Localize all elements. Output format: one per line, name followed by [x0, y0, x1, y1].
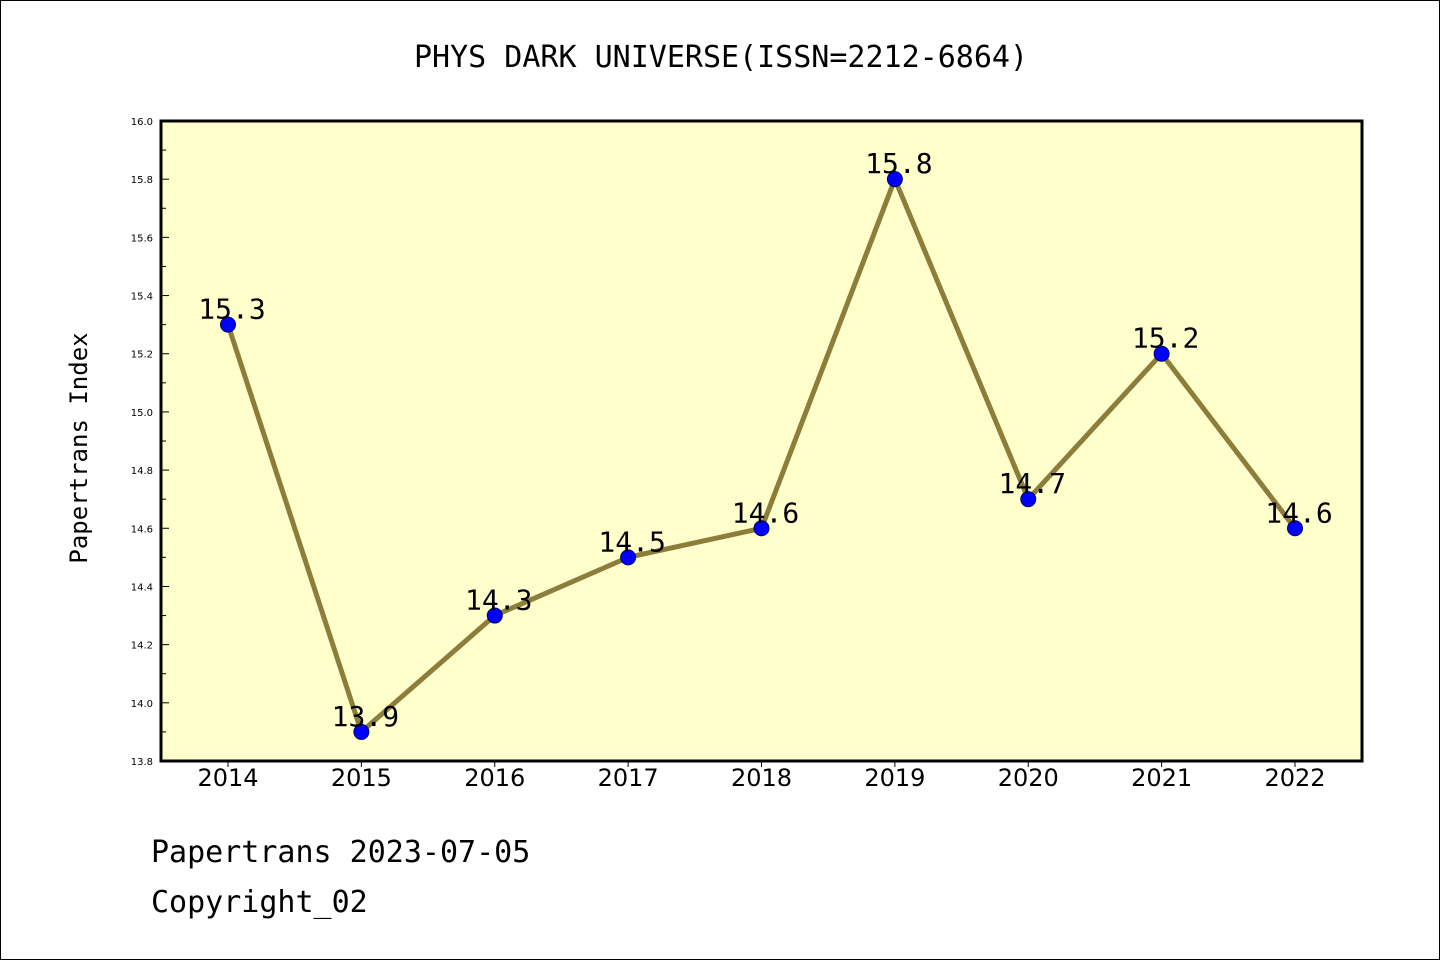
y-tick-label: 15.0	[131, 408, 153, 419]
footer-copyright-text: Copyright_02	[151, 885, 368, 920]
y-tick-label: 13.8	[131, 757, 153, 768]
y-tick-label: 15.8	[131, 175, 153, 186]
y-tick-label: 15.6	[131, 233, 153, 244]
y-tick-label: 14.2	[131, 641, 153, 652]
y-axis-label: Papertrans Index	[65, 332, 93, 563]
x-tick-label: 2017	[598, 764, 659, 792]
data-point	[1153, 345, 1170, 362]
data-label: 13.9	[332, 700, 399, 733]
data-label: 14.6	[732, 496, 799, 529]
x-tick-label: 2014	[197, 764, 258, 792]
y-tick-label: 14.8	[131, 466, 153, 477]
x-tick-label: 2016	[464, 764, 525, 792]
x-tick-label: 2015	[331, 764, 392, 792]
y-axis: 13.8 14.0 14.2 14.4 14.6 14.8 15.0 15.2 15.4 15.6…	[131, 117, 169, 768]
chart-title: PHYS DARK UNIVERSE(ISSN=2212-6864)	[414, 40, 1028, 75]
y-tick-label: 14.4	[131, 582, 153, 593]
x-tick-label: 2021	[1131, 764, 1192, 792]
data-label: 14.7	[999, 467, 1066, 500]
data-label: 14.5	[598, 525, 665, 558]
x-tick-label: 2018	[731, 764, 792, 792]
x-axis: 2014 2015 2016 2017 2018 2019 2020 2021 2022	[197, 761, 1326, 792]
data-point	[486, 607, 503, 624]
data-point	[886, 171, 903, 188]
x-tick-label: 2019	[864, 764, 925, 792]
data-label: 14.3	[465, 584, 532, 617]
data-point	[620, 549, 637, 566]
footer-date-text: Papertrans 2023-07-05	[151, 835, 531, 870]
y-tick-label: 14.0	[131, 699, 153, 710]
x-tick-label: 2020	[998, 764, 1059, 792]
data-labels: 15.3 13.9 14.3 14.5 14.6 15.8 14.7 15.2 14.6	[198, 147, 1332, 733]
data-label: 15.2	[1132, 322, 1199, 355]
data-point	[220, 316, 236, 333]
data-point	[753, 520, 770, 537]
plot-area	[159, 119, 1364, 763]
data-point	[1287, 520, 1303, 537]
y-tick-label: 14.6	[131, 524, 153, 535]
data-label: 15.8	[865, 147, 932, 180]
x-tick-label: 2022	[1264, 764, 1325, 792]
data-label: 15.3	[198, 293, 265, 326]
data-point	[1020, 491, 1037, 508]
data-points	[220, 171, 1303, 740]
y-tick-label: 15.4	[131, 292, 153, 303]
data-label: 14.6	[1265, 496, 1332, 529]
y-tick-label: 16.0	[131, 117, 153, 128]
y-tick-label: 15.2	[131, 350, 153, 361]
data-point	[353, 723, 370, 740]
